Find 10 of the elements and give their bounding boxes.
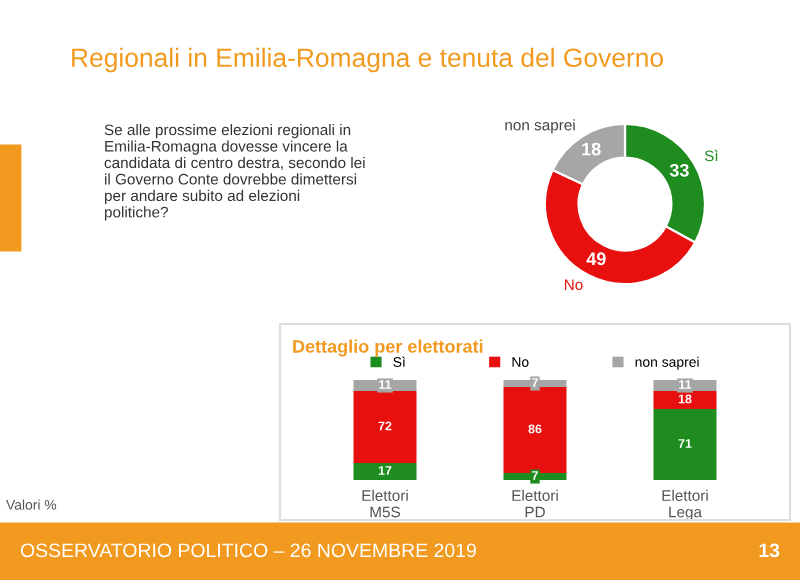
text: 13 bbox=[759, 543, 780, 558]
data-label: 49 bbox=[586, 252, 606, 266]
data-label: 33 bbox=[669, 163, 689, 177]
chart-title: Dettaglio per elettorati bbox=[293, 339, 483, 357]
text: OSSERVATORIO POLITICO – 26 NOVEMBRE 2019 bbox=[20, 543, 476, 558]
bar bbox=[353, 391, 417, 463]
bar bbox=[653, 409, 717, 480]
data-label: 18 bbox=[582, 142, 601, 156]
chart-title: Regionali in Emilia-Romagna e tenuta del Governo bbox=[72, 47, 663, 73]
bar bbox=[503, 387, 567, 473]
